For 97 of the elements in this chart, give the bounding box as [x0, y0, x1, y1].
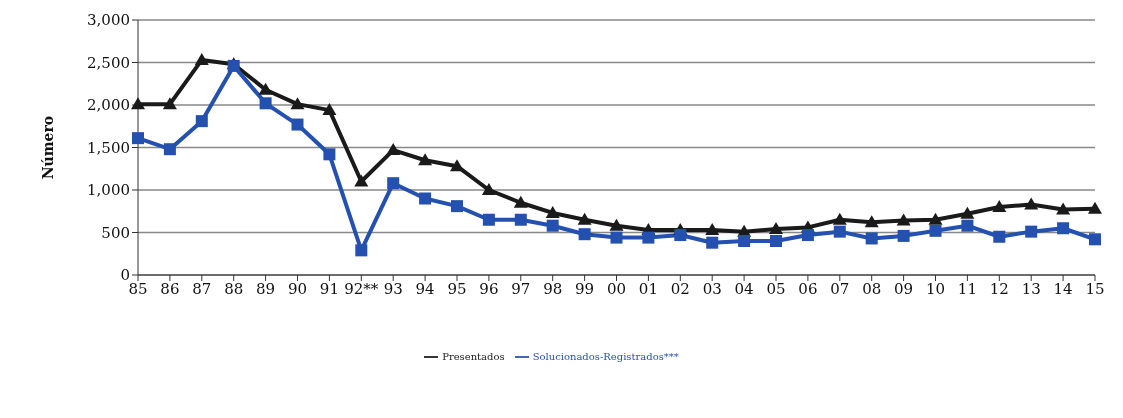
point: [706, 236, 719, 249]
point: [929, 224, 942, 237]
point: [865, 232, 878, 245]
x-tick-label: 08: [862, 279, 882, 298]
point: [514, 213, 527, 226]
x-tick-label: 07: [830, 279, 850, 298]
x-tick-label: 86: [160, 279, 180, 298]
point: [642, 231, 655, 244]
point: [801, 229, 814, 242]
x-tick-label: 88: [224, 279, 244, 298]
point: [1089, 233, 1101, 246]
x-tick-label: 14: [1053, 279, 1073, 298]
y-tick-label: 1,500: [87, 138, 130, 157]
point: [928, 212, 943, 225]
y-tick-label: 500: [101, 223, 130, 242]
x-tick-label: 85: [128, 279, 148, 298]
x-tick-label: 93: [383, 279, 403, 298]
point: [770, 235, 782, 247]
point: [195, 115, 208, 128]
point: [481, 183, 496, 195]
legend-label: Presentados: [442, 350, 505, 362]
x-tick-label: 03: [702, 279, 722, 298]
x-tick-label: 92**: [344, 279, 379, 298]
point: [419, 192, 432, 205]
point: [1024, 197, 1039, 210]
point: [131, 97, 145, 110]
point: [355, 244, 368, 257]
point: [961, 219, 974, 232]
x-tick-label: 99: [575, 279, 595, 298]
y-tick-label: 2,500: [87, 53, 130, 72]
point: [545, 205, 560, 218]
point: [354, 174, 369, 187]
point: [738, 235, 751, 247]
point: [322, 103, 337, 116]
x-tick-label: 06: [798, 279, 818, 298]
x-tick-label: 91: [319, 279, 339, 298]
point: [610, 231, 623, 244]
point: [482, 213, 495, 226]
point: [577, 212, 592, 225]
x-tick-label: 89: [256, 279, 276, 298]
x-tick-label: 97: [511, 279, 531, 298]
point: [386, 143, 401, 156]
x-tick-label: 09: [894, 279, 914, 298]
point: [993, 230, 1006, 243]
x-tick-label: 94: [415, 279, 435, 298]
x-tick-label: 15: [1085, 279, 1105, 298]
point: [1088, 201, 1102, 214]
point: [258, 82, 273, 95]
point: [833, 225, 846, 238]
x-tick-label: 01: [638, 279, 658, 298]
x-tick-label: 96: [479, 279, 499, 298]
x-tick-label: 13: [1021, 279, 1041, 298]
point: [896, 213, 911, 226]
point: [897, 229, 910, 242]
point: [1056, 202, 1071, 215]
x-tick-label: 87: [192, 279, 212, 298]
x-tick-label: 95: [447, 279, 467, 298]
y-tick-label: 2,000: [87, 96, 130, 115]
point: [864, 215, 879, 228]
point: [450, 159, 464, 172]
x-tick-label: 90: [287, 279, 308, 298]
y-tick-label: 1,000: [87, 181, 130, 200]
point: [163, 143, 176, 156]
legend-label: Solucionados-Registrados***: [532, 350, 679, 362]
point: [705, 222, 720, 235]
point: [418, 153, 433, 166]
point: [451, 200, 463, 213]
x-tick-label: 02: [670, 279, 690, 298]
point: [578, 228, 591, 241]
x-tick-label: 05: [766, 279, 786, 298]
point: [291, 118, 304, 131]
y-tick-label: 3,000: [87, 11, 130, 30]
y-tick-label: 0: [120, 266, 130, 285]
point: [162, 97, 177, 110]
point: [674, 229, 687, 242]
y-axis-title: Número: [39, 115, 56, 180]
point: [960, 206, 975, 219]
point: [323, 148, 336, 161]
point: [290, 97, 305, 110]
point: [387, 177, 400, 190]
x-tick-label: 11: [957, 279, 977, 298]
point: [546, 219, 559, 232]
point: [609, 218, 624, 231]
x-tick-label: 12: [989, 279, 1009, 298]
point: [769, 222, 783, 235]
x-tick-label: 10: [925, 279, 946, 298]
point: [832, 212, 847, 225]
x-tick-label: 00: [606, 279, 627, 298]
point: [194, 52, 209, 65]
point: [513, 195, 528, 208]
point: [132, 132, 144, 145]
point: [259, 97, 272, 110]
x-tick-label: 04: [734, 279, 754, 298]
x-tick-label: 98: [543, 279, 563, 298]
point: [992, 200, 1007, 212]
point: [1057, 222, 1070, 235]
point: [1025, 225, 1038, 238]
